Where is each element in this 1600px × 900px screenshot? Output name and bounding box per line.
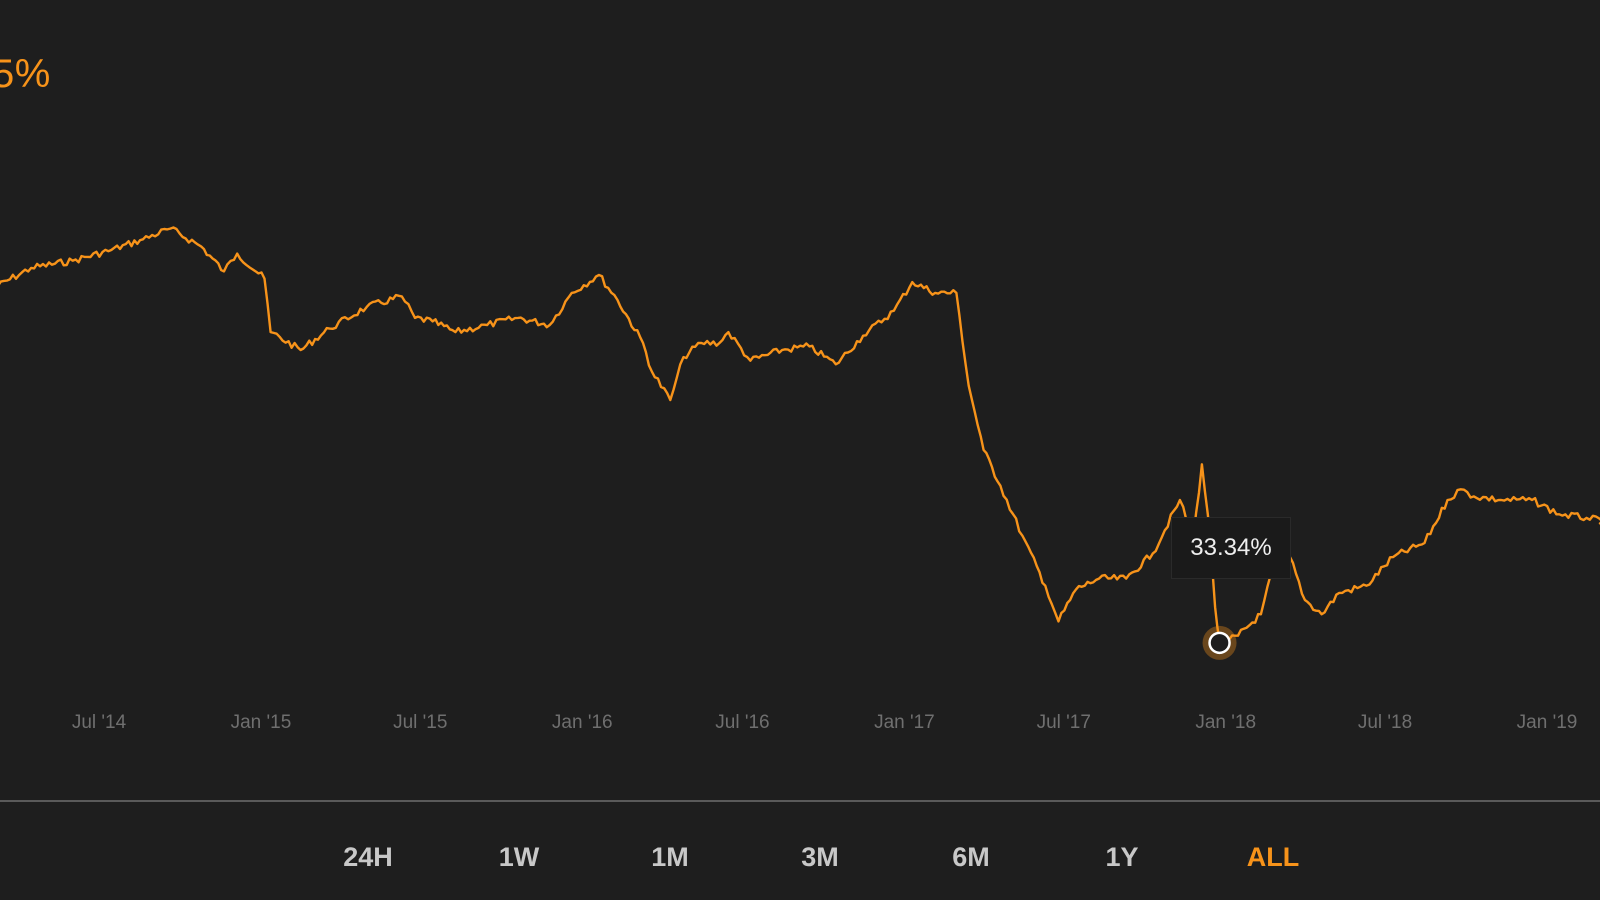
x-tick-label: Jul '18	[1358, 712, 1412, 733]
x-tick-label: Jul '17	[1037, 712, 1091, 733]
range-24h-button[interactable]: 24H	[313, 842, 423, 873]
value-tooltip: 33.34%	[1172, 518, 1290, 578]
hover-marker-dot	[1208, 631, 1231, 655]
headline-value: 5%	[0, 52, 51, 96]
range-1y-button[interactable]: 1Y	[1067, 842, 1177, 873]
range-1w-button[interactable]: 1W	[464, 842, 574, 873]
x-tick-label: Jan '17	[874, 712, 935, 733]
x-tick-label: Jul '14	[72, 712, 127, 733]
x-tick-label: Jan '15	[231, 712, 292, 733]
divider	[0, 800, 1600, 802]
range-3m-button[interactable]: 3M	[765, 842, 875, 873]
range-all-button[interactable]: ALL	[1218, 842, 1328, 873]
x-tick-label: Jul '16	[715, 712, 769, 733]
x-tick-label: Jan '19	[1517, 712, 1578, 733]
x-tick-label: Jan '18	[1195, 712, 1256, 733]
range-6m-button[interactable]: 6M	[916, 842, 1026, 873]
x-axis-ticks: Jul '14 Jan '15 Jul '15 Jan '16 Jul '16 Jan '…	[72, 712, 1578, 733]
x-tick-label: Jan '16	[552, 712, 613, 733]
x-tick-label: Jul '15	[393, 712, 447, 733]
line-chart[interactable]: Jul '14 Jan '15 Jul '15 Jan '16 Jul '16 Jan '…	[0, 0, 1600, 800]
series-line	[0, 226, 1600, 645]
range-1m-button[interactable]: 1M	[615, 842, 725, 873]
range-selector: 24H 1W 1M 3M 6M 1Y ALL	[0, 830, 1600, 886]
hover-marker	[1202, 625, 1237, 660]
